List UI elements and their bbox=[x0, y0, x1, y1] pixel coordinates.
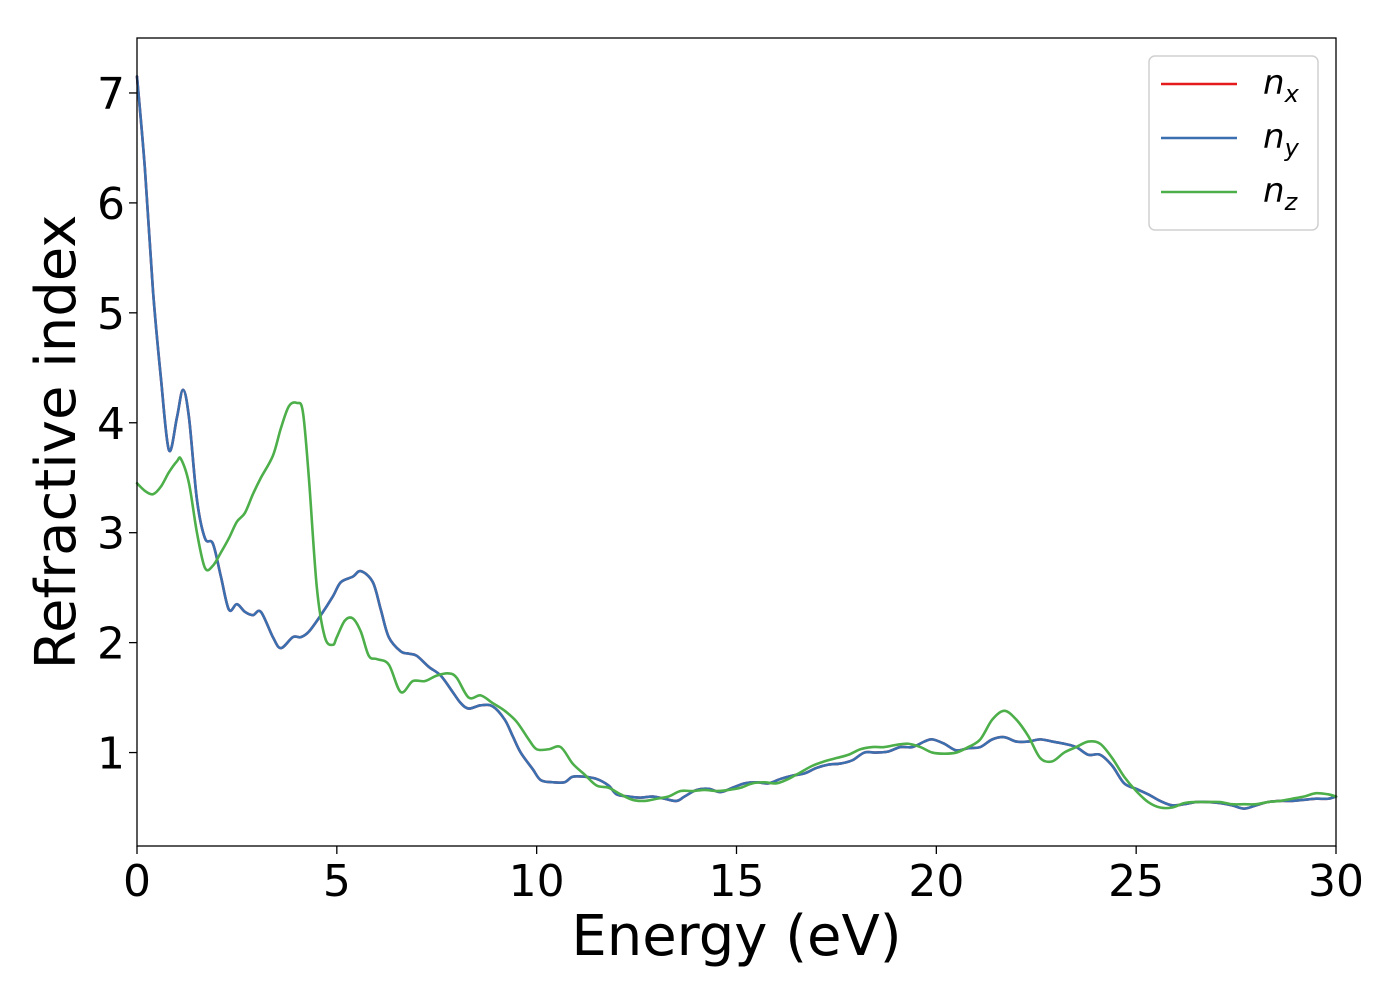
x-axis-ticks: 0 5 10 15 20 25 30 bbox=[123, 846, 1364, 907]
y-tick-label: 3 bbox=[97, 509, 125, 560]
y-tick-label: 1 bbox=[97, 729, 125, 780]
y-tick-label: 7 bbox=[97, 69, 125, 120]
series-line-z bbox=[135, 401, 1338, 810]
series-layer bbox=[135, 75, 1338, 810]
y-tick-label: 5 bbox=[97, 289, 125, 340]
y-tick-label: 4 bbox=[97, 399, 125, 450]
x-tick-label: 30 bbox=[1308, 856, 1364, 907]
x-tick-label: 5 bbox=[323, 856, 351, 907]
x-tick-label: 20 bbox=[908, 856, 964, 907]
x-axis-title: Energy (eV) bbox=[571, 904, 901, 969]
x-tick-label: 15 bbox=[709, 856, 765, 907]
series-line-y bbox=[135, 75, 1338, 810]
legend-box bbox=[1148, 55, 1319, 231]
x-tick-label: 0 bbox=[123, 856, 151, 907]
y-tick-label: 6 bbox=[97, 179, 125, 230]
legend-label-z: nz bbox=[1263, 171, 1299, 216]
x-tick-label: 25 bbox=[1108, 856, 1164, 907]
y-axis-ticks: 1 2 3 4 5 6 7 bbox=[97, 69, 137, 780]
x-tick-label: 10 bbox=[509, 856, 565, 907]
y-tick-label: 2 bbox=[97, 619, 125, 670]
y-axis-title: Refractive index bbox=[24, 215, 89, 670]
